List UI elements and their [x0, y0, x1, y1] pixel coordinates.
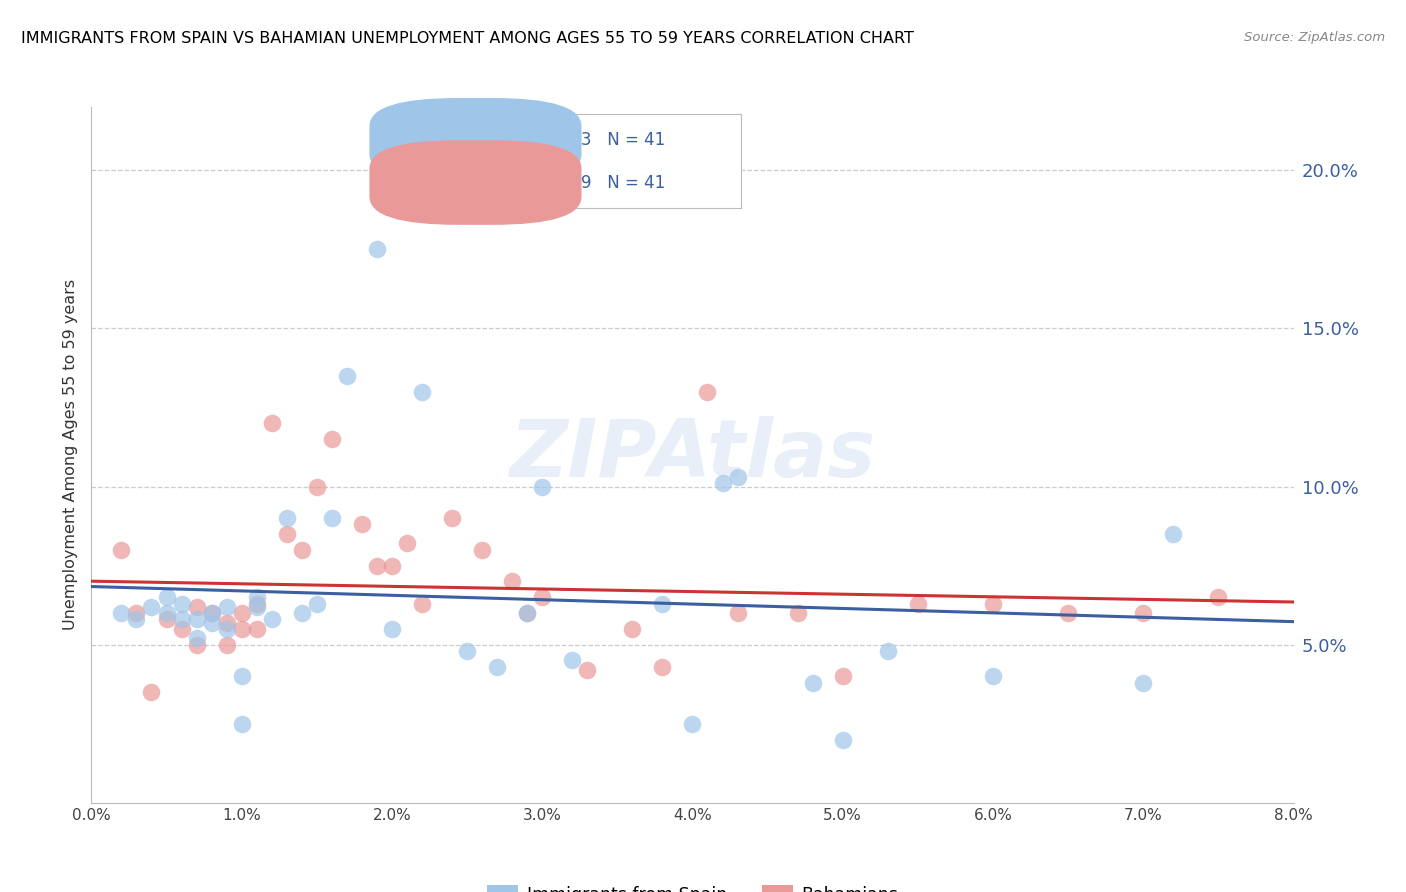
Point [1208, 591, 1230, 605]
Point [696, 384, 718, 399]
Point [155, 606, 177, 620]
Point [831, 669, 853, 683]
Point [321, 432, 343, 446]
Point [276, 527, 298, 541]
Point [215, 638, 238, 652]
Point [366, 243, 388, 257]
Point [501, 574, 523, 589]
Point [561, 653, 583, 667]
Point [486, 660, 509, 674]
Point [155, 612, 177, 626]
Point [981, 597, 1004, 611]
Point [876, 644, 898, 658]
Point [246, 622, 269, 636]
Point [801, 675, 824, 690]
Point [215, 599, 238, 614]
Point [381, 558, 404, 573]
Point [305, 479, 328, 493]
Point [1132, 606, 1154, 620]
Point [246, 599, 269, 614]
Point [215, 622, 238, 636]
Point [246, 591, 269, 605]
Point [727, 470, 749, 484]
Point [291, 606, 314, 620]
Point [531, 479, 554, 493]
Point [186, 638, 208, 652]
Point [411, 384, 433, 399]
Point [110, 542, 132, 557]
Point [186, 599, 208, 614]
Point [727, 606, 749, 620]
Point [155, 591, 177, 605]
Point [516, 606, 538, 620]
Point [1132, 675, 1154, 690]
Point [981, 669, 1004, 683]
Point [260, 417, 283, 431]
Point [231, 622, 253, 636]
Point [786, 606, 808, 620]
Point [201, 606, 224, 620]
Point [411, 597, 433, 611]
Point [201, 606, 224, 620]
Point [440, 511, 463, 525]
Point [711, 476, 734, 491]
Point [350, 517, 373, 532]
Point [471, 542, 494, 557]
Text: IMMIGRANTS FROM SPAIN VS BAHAMIAN UNEMPLOYMENT AMONG AGES 55 TO 59 YEARS CORRELA: IMMIGRANTS FROM SPAIN VS BAHAMIAN UNEMPL… [21, 31, 914, 46]
Point [170, 622, 193, 636]
Point [456, 644, 478, 658]
Legend: Immigrants from Spain, Bahamians: Immigrants from Spain, Bahamians [479, 878, 905, 892]
Point [681, 716, 703, 731]
Point [201, 615, 224, 630]
Point [366, 558, 388, 573]
Point [321, 511, 343, 525]
Point [231, 716, 253, 731]
Point [276, 511, 298, 525]
Text: ZIPAtlas: ZIPAtlas [509, 416, 876, 494]
Point [215, 615, 238, 630]
Point [141, 599, 163, 614]
Point [260, 612, 283, 626]
Point [170, 597, 193, 611]
Point [125, 606, 148, 620]
Point [231, 606, 253, 620]
Point [381, 622, 404, 636]
Point [531, 591, 554, 605]
Point [336, 368, 359, 383]
Point [516, 606, 538, 620]
Point [110, 606, 132, 620]
Point [186, 632, 208, 646]
Y-axis label: Unemployment Among Ages 55 to 59 years: Unemployment Among Ages 55 to 59 years [62, 279, 77, 631]
Point [125, 612, 148, 626]
Point [170, 612, 193, 626]
Point [246, 597, 269, 611]
Point [291, 542, 314, 557]
Text: Source: ZipAtlas.com: Source: ZipAtlas.com [1244, 31, 1385, 45]
Point [395, 536, 418, 550]
Point [651, 660, 673, 674]
Point [1161, 527, 1184, 541]
Point [621, 622, 644, 636]
Point [231, 669, 253, 683]
Point [305, 597, 328, 611]
Point [651, 597, 673, 611]
Point [1057, 606, 1080, 620]
Point [141, 685, 163, 699]
Point [907, 597, 929, 611]
Point [576, 663, 599, 677]
Point [186, 612, 208, 626]
Point [831, 732, 853, 747]
